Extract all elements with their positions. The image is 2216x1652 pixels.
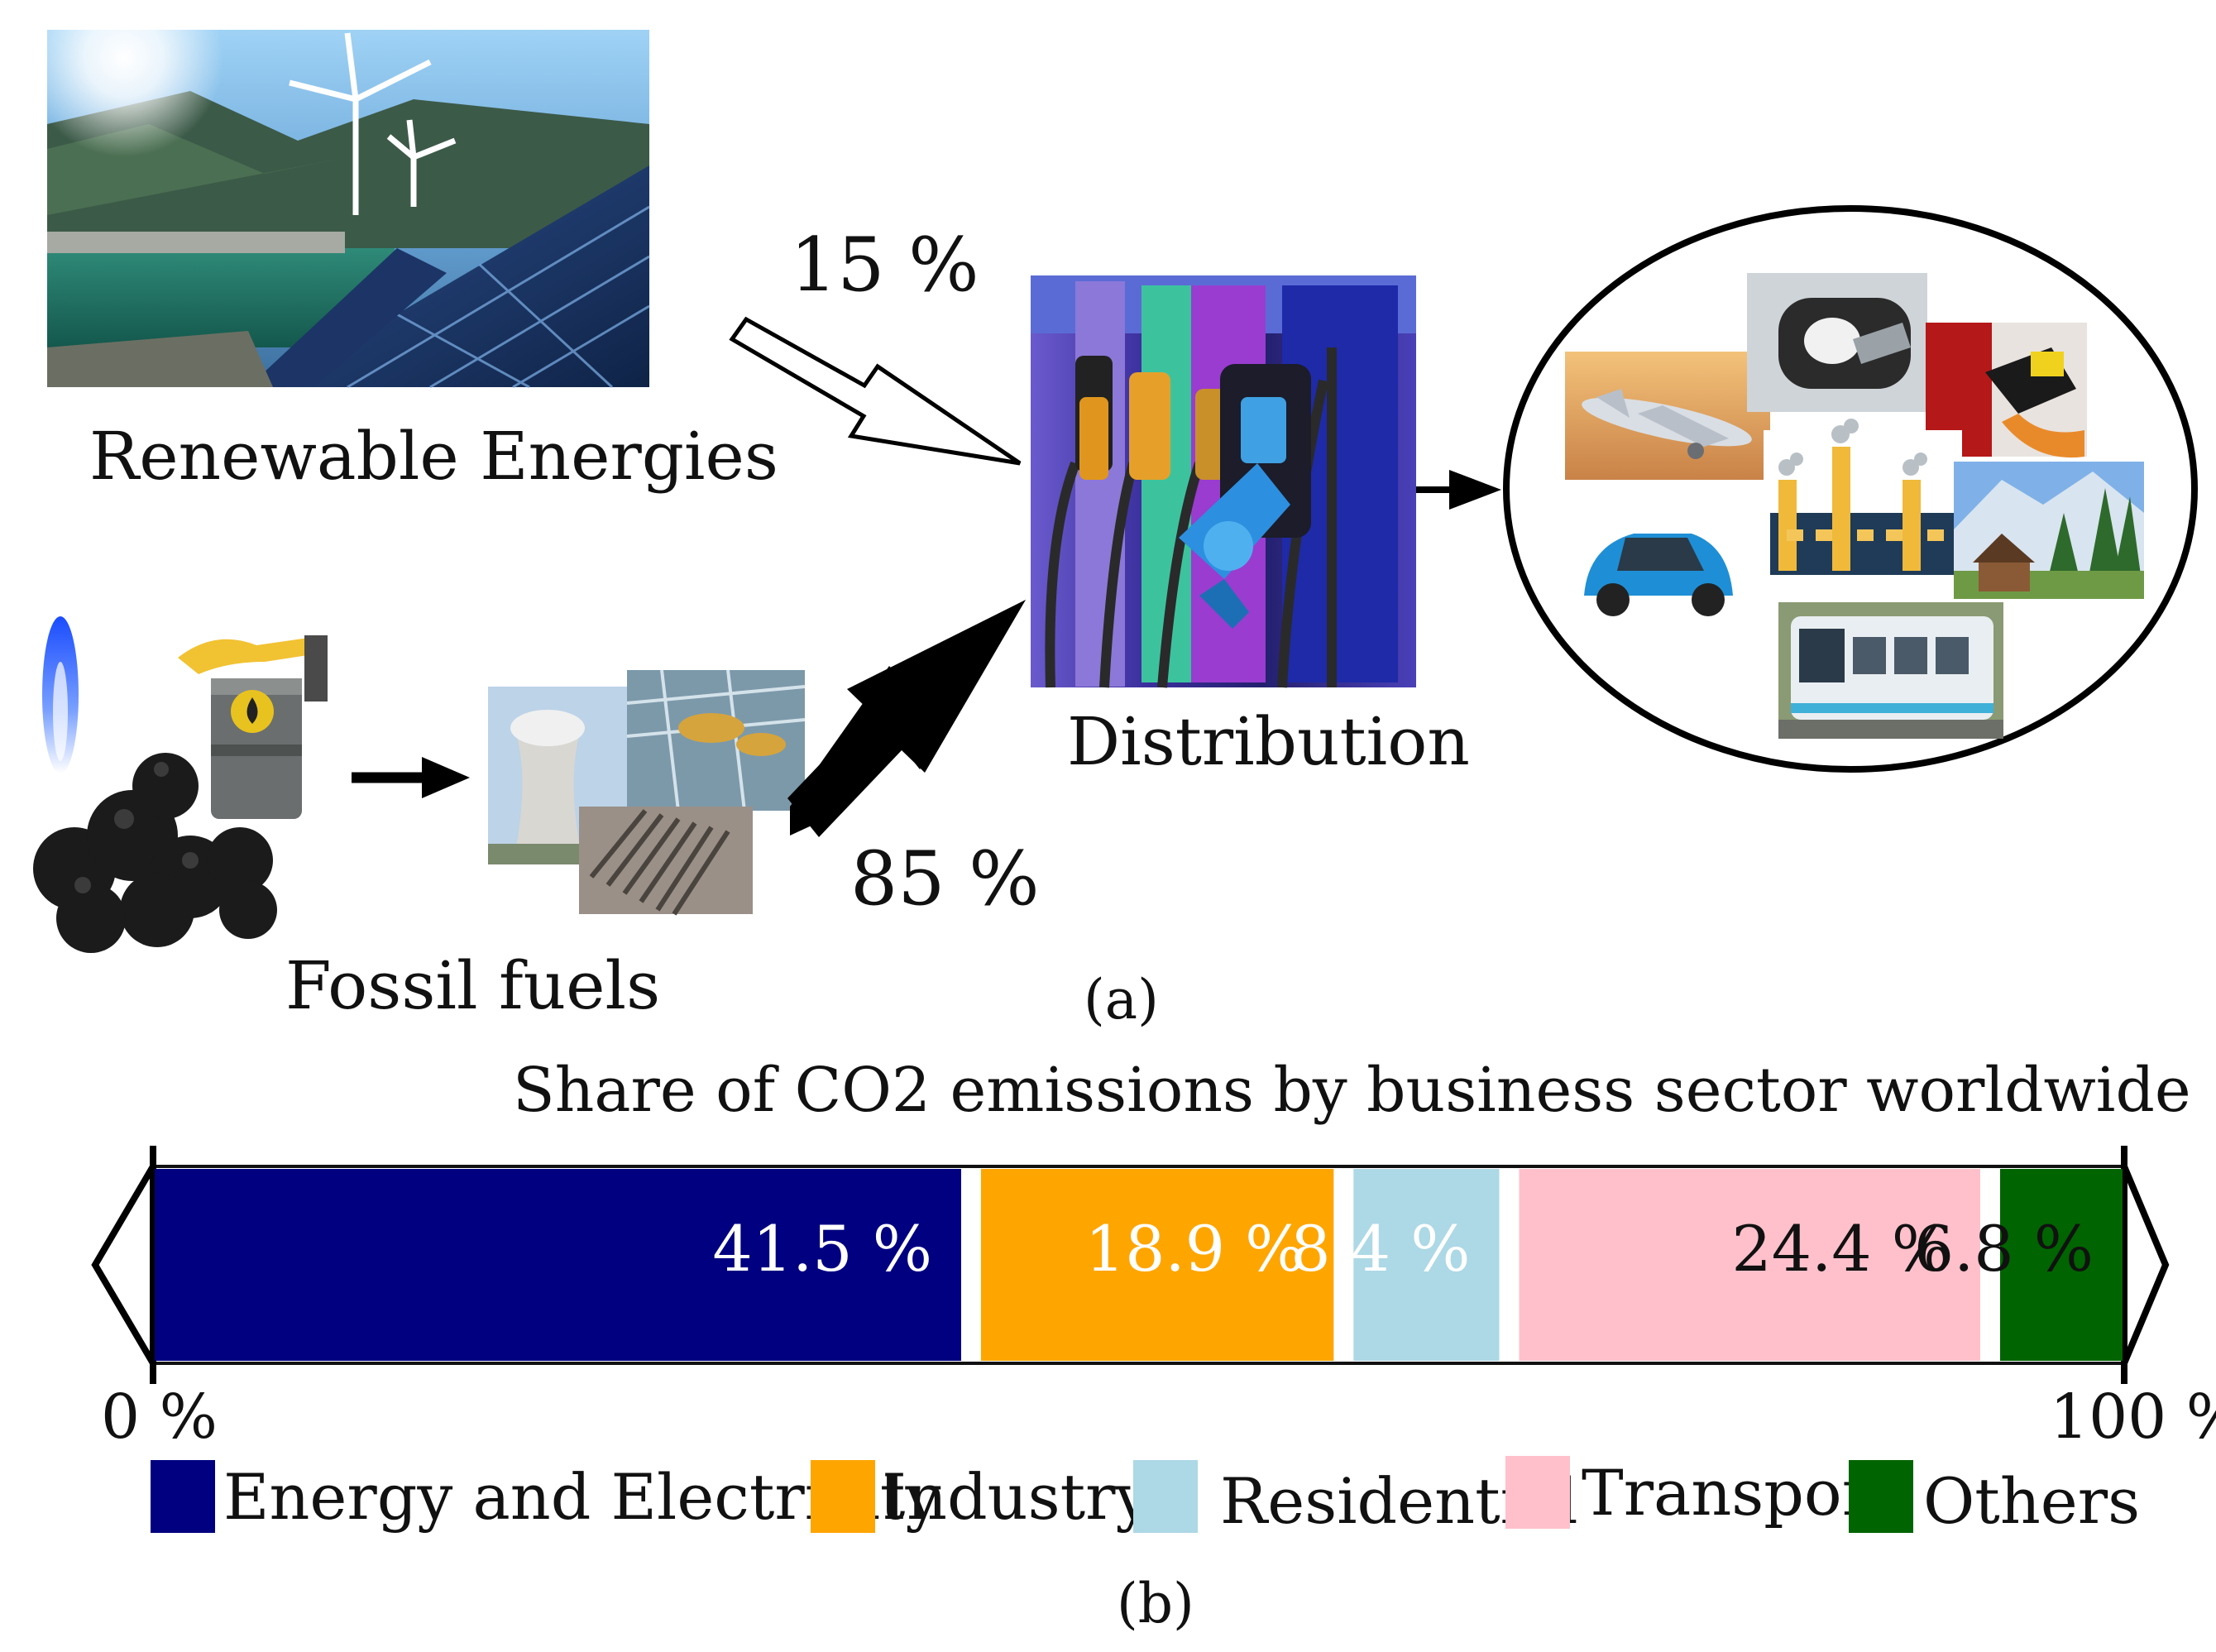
axis-max-label: 100 %	[2050, 1381, 2216, 1453]
factory-image	[1764, 419, 1962, 579]
bar-segment-energy	[155, 1169, 961, 1361]
airplane-image	[1565, 352, 1770, 480]
distribution-pump-image	[1031, 275, 1416, 688]
legend-swatch-industry	[811, 1460, 875, 1533]
bar-segment-residential	[1353, 1169, 1500, 1361]
fossil-fuels-image	[33, 616, 328, 953]
legend-swatch-others	[1849, 1460, 1913, 1533]
panel-a-caption: (a)	[1084, 968, 1159, 1032]
legend-label-others: Others	[1923, 1464, 2141, 1538]
renewable-share-label: 15 %	[790, 222, 979, 309]
fossil-fuels-label: Fossil fuels	[285, 947, 661, 1024]
chart-title: Share of CO2 emissions by business secto…	[513, 1055, 2191, 1126]
segment-label-others: 6.8 %	[1913, 1212, 2094, 1286]
bus-image	[1778, 602, 2003, 739]
ev-charging-image	[1747, 273, 1927, 412]
renewable-energies-image	[25, 0, 650, 389]
distribution-label: Distribution	[1067, 703, 1470, 780]
legend-swatch-residential	[1133, 1460, 1198, 1533]
renewable-share-arrow	[729, 316, 1022, 466]
bar-segment-industry	[980, 1169, 1334, 1361]
distribution-to-consumers-arrow	[1416, 470, 1501, 510]
legend-swatch-transport	[1505, 1456, 1570, 1529]
axis-arrow-right	[2121, 1165, 2170, 1365]
legend-swatch-energy	[151, 1460, 215, 1533]
panel-b-caption: (b)	[1117, 1572, 1194, 1635]
segment-label-industry: 18.9 %	[1084, 1212, 1305, 1286]
segment-label-energy: 41.5 %	[712, 1212, 932, 1286]
bar-segment-others	[1999, 1169, 2123, 1361]
legend-label-transport: Transport	[1582, 1456, 1898, 1530]
power-plants-image	[488, 669, 806, 916]
fossil-share-arrow	[787, 600, 1026, 837]
car-image	[1572, 505, 1745, 629]
segment-label-transport: 24.4 %	[1731, 1212, 1951, 1286]
axis-min-label: 0 %	[101, 1381, 218, 1453]
bar-segment-transport	[1519, 1169, 1980, 1361]
coal-to-plant-arrow	[352, 757, 470, 798]
axis-arrow-left	[91, 1164, 156, 1366]
stacked-bar-chart	[91, 1146, 2170, 1384]
fossil-share-label: 85 %	[850, 836, 1040, 922]
segment-label-residential: 8.4 %	[1290, 1212, 1471, 1286]
house-image	[1954, 462, 2144, 599]
legend-label-industry: Industry	[882, 1460, 1151, 1534]
renewable-energies-label: Renewable Energies	[89, 418, 778, 495]
